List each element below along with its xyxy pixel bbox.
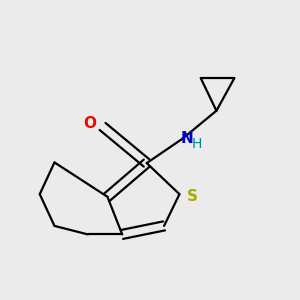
Text: N: N — [180, 131, 193, 146]
Text: H: H — [191, 137, 202, 152]
Text: O: O — [84, 116, 97, 131]
Text: S: S — [186, 189, 197, 204]
